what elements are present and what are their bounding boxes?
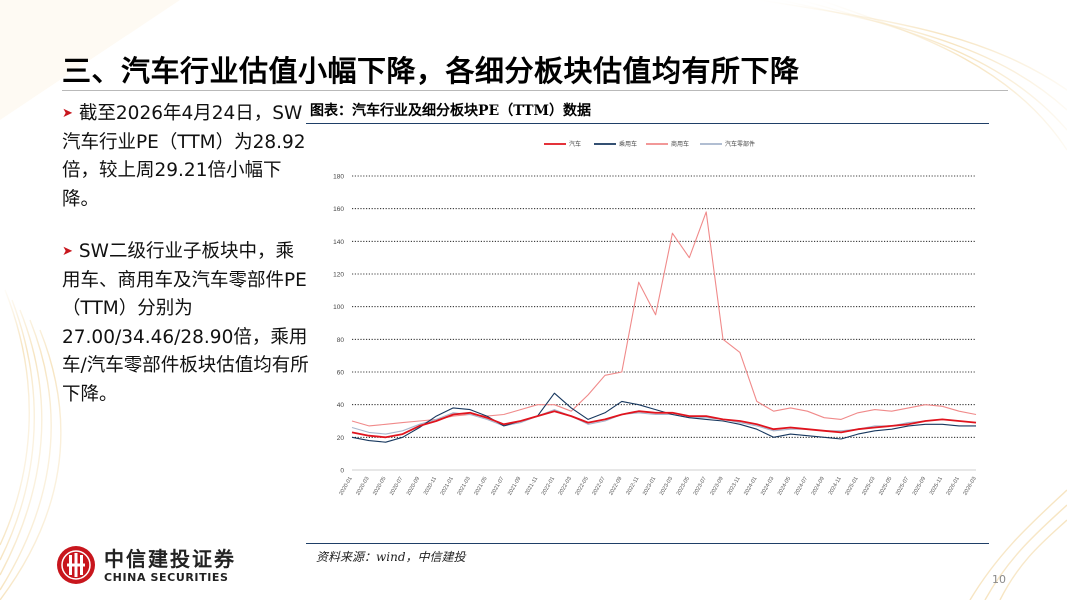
- y-tick-label: 60: [337, 370, 345, 377]
- page-title: 三、汽车行业估值小幅下降，各细分板块估值均有所下降: [62, 54, 800, 88]
- x-tick-label: 2020-05: [372, 476, 387, 496]
- x-tick-label: 2022-03: [558, 476, 573, 496]
- x-tick-label: 2020-11: [423, 476, 438, 496]
- legend-label: 乘用车: [619, 140, 637, 148]
- company-logo: 中信建投证券 CHINA SECURITIES: [56, 543, 236, 587]
- caption-underline: [306, 123, 989, 124]
- x-tick-label: 2025-07: [895, 476, 910, 496]
- x-tick-label: 2020-01: [338, 476, 353, 496]
- x-tick-label: 2020-07: [389, 476, 404, 496]
- y-tick-label: 100: [333, 304, 344, 311]
- x-tick-label: 2021-11: [524, 476, 539, 496]
- x-tick-label: 2022-07: [591, 476, 606, 496]
- y-tick-label: 0: [340, 468, 344, 475]
- legend-label: 汽车: [569, 140, 581, 148]
- legend-label: 商用车: [671, 140, 689, 148]
- bullet-list: ➤ 截至2026年4月24日，SW汽车行业PE（TTM）为28.92倍，较上周29…: [62, 100, 312, 433]
- x-tick-label: 2024-07: [794, 476, 809, 496]
- y-tick-label: 20: [337, 435, 345, 442]
- x-tick-label: 2021-09: [507, 476, 522, 496]
- x-tick-label: 2022-01: [541, 476, 556, 496]
- x-tick-label: 2022-05: [575, 476, 590, 496]
- y-tick-label: 140: [333, 239, 344, 246]
- series-line: [351, 211, 977, 427]
- x-tick-label: 2025-05: [878, 476, 893, 496]
- right-triangle-arrow-icon: ➤: [62, 244, 73, 259]
- page-number: 10: [992, 573, 1006, 586]
- x-tick-label: 2024-09: [811, 476, 826, 496]
- x-tick-label: 2021-05: [473, 476, 488, 496]
- x-tick-label: 2026-01: [946, 476, 961, 496]
- chart-caption: 图表：汽车行业及细分板块PE（TTM）数据: [310, 103, 592, 119]
- series-line: [351, 409, 977, 435]
- y-tick-label: 120: [333, 272, 344, 279]
- x-tick-label: 2026-03: [962, 476, 977, 496]
- x-tick-label: 2021-07: [490, 476, 505, 496]
- x-tick-label: 2022-09: [608, 476, 623, 496]
- logo-english-name: CHINA SECURITIES: [104, 571, 229, 584]
- y-tick-label: 160: [333, 206, 344, 213]
- x-tick-label: 2023-07: [693, 476, 708, 496]
- x-tick-label: 2024-03: [760, 476, 775, 496]
- x-tick-label: 2024-01: [743, 476, 758, 496]
- logo-chinese-name: 中信建投证券: [104, 547, 236, 571]
- title-divider: [62, 90, 1008, 91]
- x-tick-label: 2023-05: [676, 476, 691, 496]
- x-tick-label: 2023-01: [642, 476, 657, 496]
- x-tick-label: 2024-05: [777, 476, 792, 496]
- x-tick-label: 2025-03: [861, 476, 876, 496]
- x-tick-label: 2022-11: [625, 476, 640, 496]
- legend-label: 汽车零部件: [725, 140, 755, 148]
- x-tick-label: 2023-11: [727, 476, 742, 496]
- y-tick-label: 80: [337, 337, 345, 344]
- series-line: [351, 410, 977, 439]
- x-tick-label: 2020-03: [355, 476, 370, 496]
- x-tick-label: 2021-03: [456, 476, 471, 496]
- y-tick-label: 40: [337, 402, 345, 409]
- bullet-text-1: 截至2026年4月24日，SW汽车行业PE（TTM）为28.92倍，较上周29.…: [62, 103, 306, 210]
- x-tick-label: 2025-11: [929, 476, 944, 496]
- x-tick-label: 2021-01: [440, 476, 455, 496]
- source-divider: [306, 543, 989, 544]
- bullet-item-2: ➤ SW二级行业子板块中，乘用车、商用车及汽车零部件PE（TTM）分别为27.00…: [62, 238, 312, 409]
- x-tick-label: 2020-09: [406, 476, 421, 496]
- x-tick-label: 2025-01: [844, 476, 859, 496]
- x-tick-label: 2025-09: [912, 476, 927, 496]
- x-tick-label: 2024-11: [828, 476, 843, 496]
- x-tick-label: 2023-09: [709, 476, 724, 496]
- bullet-item-1: ➤ 截至2026年4月24日，SW汽车行业PE（TTM）为28.92倍，较上周29…: [62, 100, 312, 214]
- bullet-text-2: SW二级行业子板块中，乘用车、商用车及汽车零部件PE（TTM）分别为27.00/…: [62, 241, 309, 405]
- x-tick-label: 2023-03: [659, 476, 674, 496]
- right-triangle-arrow-icon: ➤: [62, 106, 73, 121]
- y-tick-label: 180: [333, 174, 344, 181]
- source-note: 资料来源：wind，中信建投: [316, 550, 466, 564]
- china-securities-coin-logo-icon: [57, 546, 95, 584]
